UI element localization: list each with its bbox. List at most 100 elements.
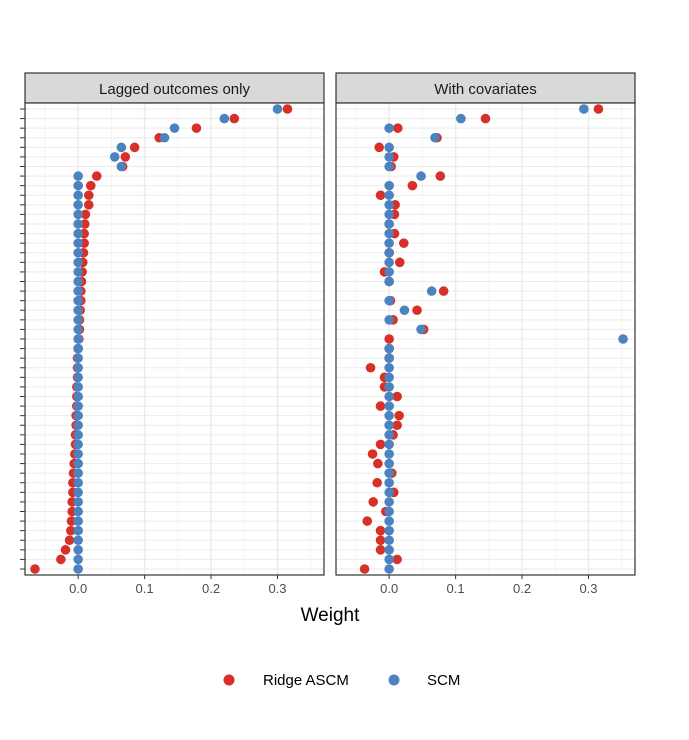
point-scm [384, 372, 394, 383]
point-ridge-ascm [392, 391, 402, 402]
panel-1-title: Lagged outcomes only [99, 81, 250, 98]
point-scm [384, 200, 394, 210]
point-scm [73, 247, 83, 258]
point-scm [73, 497, 83, 507]
point-ridge-ascm [373, 458, 383, 469]
point-scm [384, 564, 394, 574]
panel-lagged-outcomes: Lagged outcomes only 0.0 0.1 0.2 0.3 [24, 72, 325, 596]
point-scm [73, 267, 83, 277]
point-scm [73, 487, 83, 498]
point-ridge-ascm [30, 564, 40, 574]
point-scm [73, 180, 83, 191]
point-scm [73, 324, 83, 335]
point-ridge-ascm [392, 554, 402, 565]
point-scm [73, 315, 83, 325]
x-tick-label: 0.2 [202, 581, 220, 596]
point-ridge-ascm [129, 142, 140, 153]
point-ridge-ascm [375, 525, 386, 536]
point-ridge-ascm [392, 420, 402, 431]
legend-label-ridge-ascm: Ridge ASCM [263, 672, 349, 689]
point-scm [384, 535, 394, 546]
point-ridge-ascm [374, 142, 384, 153]
point-scm [384, 458, 394, 469]
point-scm [384, 228, 394, 239]
point-scm [73, 525, 83, 536]
point-scm [384, 161, 394, 172]
point-ridge-ascm [80, 209, 91, 220]
point-scm [73, 382, 83, 392]
point-scm [73, 209, 83, 220]
point-scm [73, 286, 83, 296]
point-scm [73, 238, 83, 248]
point-ridge-ascm [398, 238, 409, 248]
point-scm [384, 497, 394, 507]
legend-label-scm: SCM [427, 672, 460, 689]
panel-1-x-axis: 0.0 0.1 0.2 0.3 [69, 575, 287, 596]
point-scm [579, 104, 589, 114]
point-scm [456, 113, 466, 124]
point-scm [416, 171, 426, 181]
point-scm [73, 564, 83, 574]
point-scm [384, 401, 394, 411]
x-tick-label: 0.1 [447, 581, 465, 596]
legend-key-scm [388, 674, 400, 686]
panel-2-points [359, 104, 628, 574]
point-scm [219, 113, 230, 124]
point-scm [384, 180, 394, 191]
y-axis-ticks [20, 108, 25, 570]
point-scm [73, 458, 83, 469]
point-scm [73, 343, 83, 354]
point-scm [73, 295, 83, 306]
point-scm [384, 257, 394, 268]
point-scm [384, 487, 394, 498]
point-ridge-ascm [375, 190, 386, 201]
point-ridge-ascm [407, 180, 418, 191]
panel-2-title: With covariates [434, 81, 537, 98]
x-tick-label: 0.0 [380, 581, 398, 596]
point-scm [159, 132, 170, 143]
point-ridge-ascm [66, 516, 77, 526]
point-scm [384, 142, 394, 153]
point-scm [384, 152, 394, 162]
point-scm [73, 353, 83, 363]
x-tick-label: 0.1 [136, 581, 154, 596]
point-scm [384, 353, 394, 363]
panel-2-x-axis: 0.0 0.1 0.2 0.3 [380, 575, 598, 596]
point-scm [618, 334, 628, 344]
point-ridge-ascm [362, 516, 373, 526]
point-scm [73, 228, 83, 239]
x-tick-label: 0.3 [579, 581, 597, 596]
point-scm [73, 554, 83, 565]
point-ridge-ascm [375, 439, 386, 450]
point-scm [116, 142, 127, 153]
point-ridge-ascm [66, 525, 76, 536]
point-ridge-ascm [435, 171, 446, 181]
point-scm [384, 468, 394, 478]
point-scm [73, 477, 83, 488]
point-ridge-ascm [480, 113, 491, 124]
point-scm [384, 516, 394, 526]
point-scm [384, 219, 394, 229]
point-scm [384, 247, 394, 258]
point-ridge-ascm [85, 180, 96, 191]
point-scm [73, 410, 83, 421]
point-scm [73, 535, 83, 546]
point-scm [73, 276, 83, 287]
point-scm [73, 391, 83, 402]
point-scm [384, 449, 394, 459]
point-ridge-ascm [375, 545, 386, 555]
point-scm [384, 545, 394, 555]
point-scm [73, 430, 83, 440]
point-scm [399, 305, 410, 316]
point-ridge-ascm [372, 477, 382, 488]
point-ridge-ascm [593, 104, 604, 114]
legend: Ridge ASCM SCM [223, 672, 460, 689]
point-ridge-ascm [438, 286, 449, 296]
x-axis-title: Weight [301, 605, 361, 626]
point-ridge-ascm [412, 305, 422, 316]
point-scm [384, 190, 394, 201]
point-ridge-ascm [375, 401, 386, 411]
point-ridge-ascm [60, 545, 71, 555]
point-scm [73, 219, 83, 229]
